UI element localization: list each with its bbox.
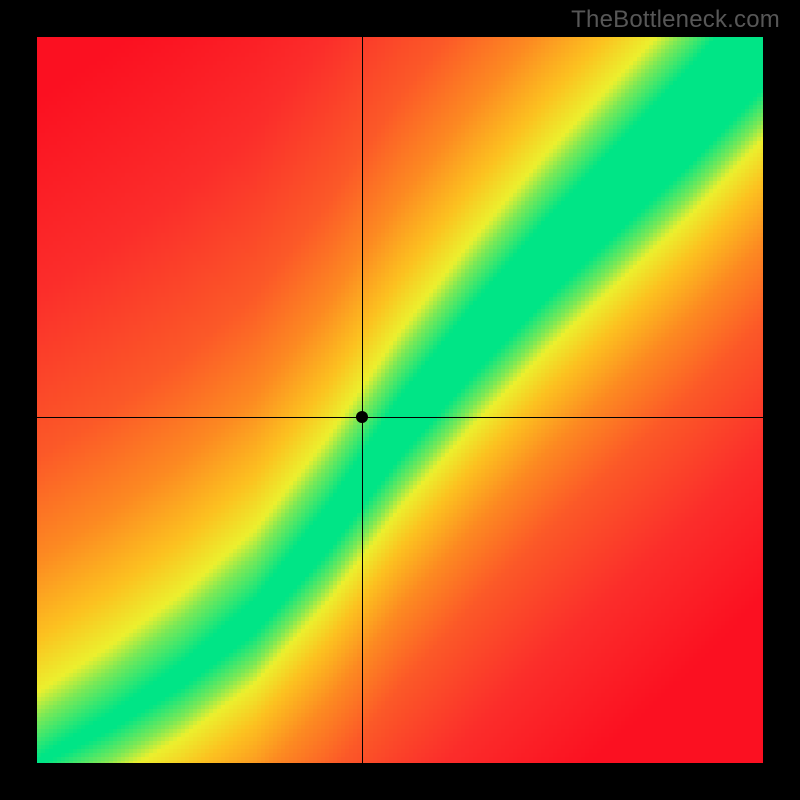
crosshair-horizontal (37, 417, 763, 418)
watermark-text: TheBottleneck.com (571, 6, 780, 34)
plot-area (37, 37, 763, 763)
crosshair-marker (356, 411, 368, 423)
chart-container: TheBottleneck.com (0, 0, 800, 800)
heatmap-canvas (37, 37, 763, 763)
crosshair-vertical (362, 37, 363, 763)
